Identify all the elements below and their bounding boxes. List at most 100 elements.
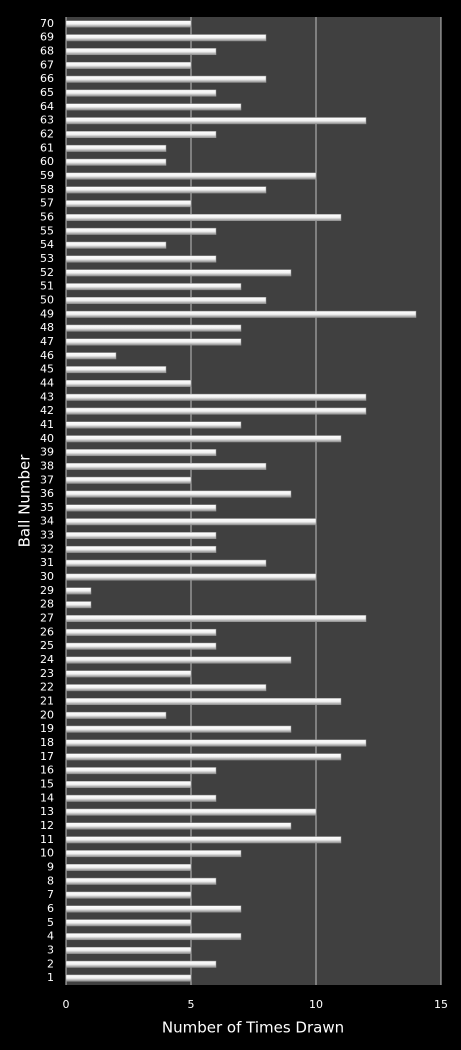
- bar: [65, 946, 192, 954]
- y-tick-label: 35: [40, 501, 54, 514]
- y-tick-label: 53: [40, 252, 54, 265]
- bar: [65, 172, 317, 180]
- bar: [65, 89, 217, 97]
- y-tick-label: 3: [47, 943, 54, 956]
- y-tick-label: 55: [40, 224, 54, 237]
- bar: [65, 227, 217, 235]
- y-tick-label: 21: [40, 695, 54, 708]
- bar: [65, 545, 217, 553]
- y-tick-label: 47: [40, 335, 54, 348]
- y-tick-label: 48: [40, 321, 54, 334]
- y-tick-label: 57: [40, 197, 54, 210]
- bar: [65, 559, 267, 567]
- bar: [65, 283, 242, 291]
- bar: [65, 753, 342, 761]
- bar: [65, 850, 242, 858]
- bar: [65, 698, 342, 705]
- bar: [65, 933, 242, 941]
- y-tick-label: 40: [40, 432, 54, 445]
- bar: [65, 338, 242, 346]
- y-tick-label: 1: [47, 971, 54, 984]
- y-tick-label: 50: [40, 293, 54, 306]
- y-tick-label: 36: [40, 487, 54, 500]
- x-axis-title: Number of Times Drawn: [162, 1019, 344, 1037]
- y-tick-label: 42: [40, 404, 54, 417]
- y-tick-label: 59: [40, 169, 54, 182]
- bar: [65, 919, 192, 927]
- y-tick-label: 28: [40, 598, 54, 611]
- bar: [65, 20, 192, 28]
- bar: [65, 864, 192, 871]
- y-tick-label: 33: [40, 529, 54, 542]
- bar: [65, 656, 292, 664]
- x-tick-label: 10: [309, 998, 323, 1011]
- bar: [65, 725, 292, 733]
- y-tick-label: 61: [40, 141, 54, 154]
- bar: [65, 34, 267, 42]
- y-tick-label: 45: [40, 363, 54, 376]
- bar: [65, 61, 192, 69]
- y-tick-label: 29: [40, 584, 54, 597]
- y-tick-label: 67: [40, 58, 54, 71]
- y-tick-label: 2: [47, 957, 54, 970]
- y-tick-label: 49: [40, 307, 54, 320]
- bar: [65, 877, 217, 885]
- bar: [65, 532, 217, 540]
- y-tick-label: 38: [40, 459, 54, 472]
- bar: [65, 808, 317, 816]
- bar: [65, 781, 192, 788]
- y-tick-label: 46: [40, 349, 54, 362]
- y-tick-label: 69: [40, 31, 54, 44]
- x-tick-label: 15: [434, 998, 448, 1011]
- bar: [65, 310, 417, 318]
- bar: [65, 601, 92, 609]
- y-tick-label: 14: [40, 791, 54, 804]
- y-tick-label: 16: [40, 764, 54, 777]
- y-tick-label: 39: [40, 446, 54, 459]
- bar: [65, 366, 167, 374]
- bar: [65, 822, 292, 830]
- y-tick-label: 51: [40, 280, 54, 293]
- bar: [65, 504, 217, 512]
- bar: [65, 297, 267, 304]
- y-tick-label: 70: [40, 17, 54, 30]
- y-tick-label: 17: [40, 750, 54, 763]
- bar: [65, 462, 267, 470]
- y-axis-title: Ball Number: [16, 454, 34, 548]
- y-tick-label: 60: [40, 155, 54, 168]
- y-tick-label: 8: [47, 874, 54, 887]
- bar: [65, 587, 92, 595]
- bar: [65, 393, 367, 401]
- bar: [65, 435, 342, 443]
- bar: [65, 117, 367, 125]
- y-tick-label: 41: [40, 418, 54, 431]
- bar: [65, 642, 217, 650]
- bar: [65, 670, 192, 678]
- bar: [65, 75, 267, 83]
- y-tick-label: 18: [40, 736, 54, 749]
- bar: [65, 974, 192, 982]
- y-tick-label: 19: [40, 722, 54, 735]
- y-tick-label: 11: [40, 833, 54, 846]
- y-tick-label: 52: [40, 266, 54, 279]
- y-tick-label: 22: [40, 681, 54, 694]
- bar: [65, 490, 292, 498]
- y-tick-label: 9: [47, 860, 54, 873]
- bar: [65, 144, 167, 152]
- bar: [65, 518, 317, 526]
- bar: [65, 905, 242, 913]
- bar: [65, 186, 267, 194]
- bar: [65, 352, 117, 360]
- y-tick-label: 25: [40, 639, 54, 652]
- bar: [65, 103, 242, 111]
- bar: [65, 407, 367, 415]
- bar: [65, 684, 267, 692]
- y-tick-label: 32: [40, 542, 54, 555]
- y-tick-label: 13: [40, 805, 54, 818]
- y-tick-label: 4: [47, 930, 54, 943]
- x-tick-label: 5: [188, 998, 195, 1011]
- bar: [65, 960, 217, 968]
- y-tick-label: 5: [47, 916, 54, 929]
- y-tick-label: 63: [40, 114, 54, 127]
